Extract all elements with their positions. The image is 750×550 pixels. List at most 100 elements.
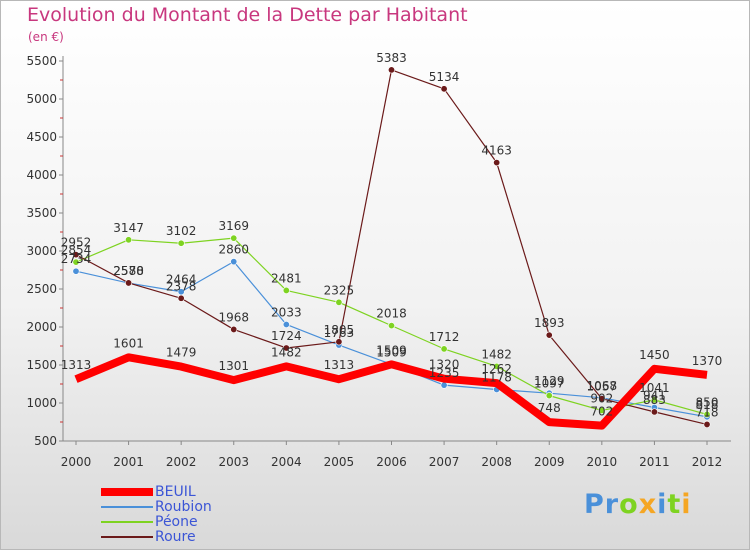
y-tick-label: 2000 — [26, 320, 57, 334]
data-label-roure: 4163 — [481, 144, 512, 158]
data-label-roure: 1893 — [534, 316, 565, 330]
data-label-beuil: 1601 — [113, 336, 144, 350]
data-label-roubion: 1509 — [376, 345, 407, 359]
data-point-peone — [387, 322, 395, 330]
data-label-beuil: 1482 — [271, 345, 302, 359]
legend-swatch — [101, 536, 153, 538]
data-label-roubion: 2033 — [271, 305, 302, 319]
data-label-roubion: 2734 — [61, 252, 92, 266]
x-tick-label: 2002 — [166, 455, 197, 469]
data-point-peone — [650, 396, 658, 404]
data-label-beuil: 702 — [590, 405, 613, 419]
x-tick-label: 2011 — [639, 455, 670, 469]
x-tick-label: 2007 — [429, 455, 460, 469]
data-label-peone: 1097 — [534, 377, 565, 391]
y-tick-label: 2500 — [26, 282, 57, 296]
logo-letter: i — [681, 489, 692, 520]
data-label-peone: 3147 — [113, 221, 144, 235]
data-point-roure — [335, 338, 343, 346]
y-tick-label: 3000 — [26, 244, 57, 258]
data-point-roubion — [440, 381, 448, 389]
x-tick-label: 2003 — [218, 455, 249, 469]
data-label-roure: 1057 — [587, 380, 618, 394]
y-tick-label: 5000 — [26, 92, 57, 106]
y-tick-label: 3500 — [26, 206, 57, 220]
data-label-roure: 1724 — [271, 329, 302, 343]
legend-label: Roubion — [155, 499, 212, 515]
data-label-beuil: 748 — [538, 401, 561, 415]
data-label-roure: 1968 — [218, 310, 249, 324]
legend-item: Roubion — [101, 500, 301, 515]
data-label-peone: 2325 — [324, 283, 355, 297]
data-label-beuil: 1262 — [481, 362, 512, 376]
chart-title: Evolution du Montant de la Dette par Hab… — [27, 4, 468, 26]
legend-swatch — [101, 506, 153, 508]
data-label-roubion: 1763 — [324, 326, 355, 340]
logo-letter: P — [584, 489, 605, 520]
data-label-beuil: 1450 — [639, 348, 670, 362]
x-tick-label: 2009 — [534, 455, 565, 469]
data-label-roure: 1805 — [324, 323, 355, 337]
data-point-roure — [545, 331, 553, 339]
data-point-peone — [440, 345, 448, 353]
data-label-peone: 1041 — [639, 381, 670, 395]
x-tick-label: 2001 — [113, 455, 144, 469]
data-point-peone — [598, 406, 606, 414]
brand-logo: Proxiti — [584, 489, 692, 520]
logo-letter: r — [604, 489, 620, 520]
data-label-roubion: 941 — [643, 388, 666, 402]
data-label-roubion: 1235 — [429, 366, 460, 380]
x-tick-label: 2010 — [587, 455, 618, 469]
data-label-peone: 850 — [696, 395, 719, 409]
data-point-roure — [598, 395, 606, 403]
data-point-roure — [650, 408, 658, 416]
data-point-roure — [282, 344, 290, 352]
logo-letter: x — [638, 489, 658, 520]
data-label-roure: 2378 — [166, 279, 197, 293]
x-tick-label: 2000 — [61, 455, 92, 469]
data-label-roure: 5134 — [429, 70, 460, 84]
y-tick-label: 4000 — [26, 168, 57, 182]
data-label-roure: 883 — [643, 393, 666, 407]
y-tick-label: 4500 — [26, 130, 57, 144]
data-point-peone — [282, 286, 290, 294]
data-label-roubion: 2464 — [166, 273, 197, 287]
x-tick-label: 2006 — [376, 455, 407, 469]
chart-subtitle: (en €) — [28, 30, 64, 44]
series-line-beuil — [74, 353, 708, 430]
legend-label: BEUIL — [155, 484, 196, 500]
data-point-roure — [125, 279, 133, 287]
data-point-roure — [230, 325, 238, 333]
data-point-roure — [703, 420, 711, 428]
data-point-roure — [440, 85, 448, 93]
series-line-roure — [75, 69, 708, 426]
legend: BEUIL Roubion Péone Roure — [101, 485, 301, 545]
data-point-peone — [493, 362, 501, 370]
data-point-roubion — [282, 320, 290, 328]
legend-item: Roure — [101, 530, 301, 545]
data-point-roure — [72, 251, 80, 259]
data-point-roubion — [230, 258, 238, 266]
data-point-roure — [387, 66, 395, 74]
data-point-roure — [177, 294, 185, 302]
data-label-peone: 3169 — [218, 219, 249, 233]
x-tick-label: 2004 — [271, 455, 302, 469]
data-label-roubion: 818 — [696, 398, 719, 412]
y-tick-label: 500 — [34, 434, 57, 448]
data-point-peone — [177, 239, 185, 247]
legend-item: Péone — [101, 515, 301, 530]
data-label-beuil: 1313 — [324, 358, 355, 372]
x-tick-label: 2012 — [692, 455, 723, 469]
data-label-peone: 2854 — [61, 243, 92, 257]
logo-letter: t — [667, 489, 682, 520]
data-label-roure: 718 — [696, 405, 719, 419]
x-tick-label: 2008 — [481, 455, 512, 469]
logo-letter: i — [657, 489, 668, 520]
data-label-peone: 902 — [590, 391, 613, 405]
data-point-roubion — [72, 267, 80, 275]
data-point-peone — [72, 258, 80, 266]
data-label-peone: 3102 — [166, 224, 197, 238]
data-label-roure: 5383 — [376, 51, 407, 65]
